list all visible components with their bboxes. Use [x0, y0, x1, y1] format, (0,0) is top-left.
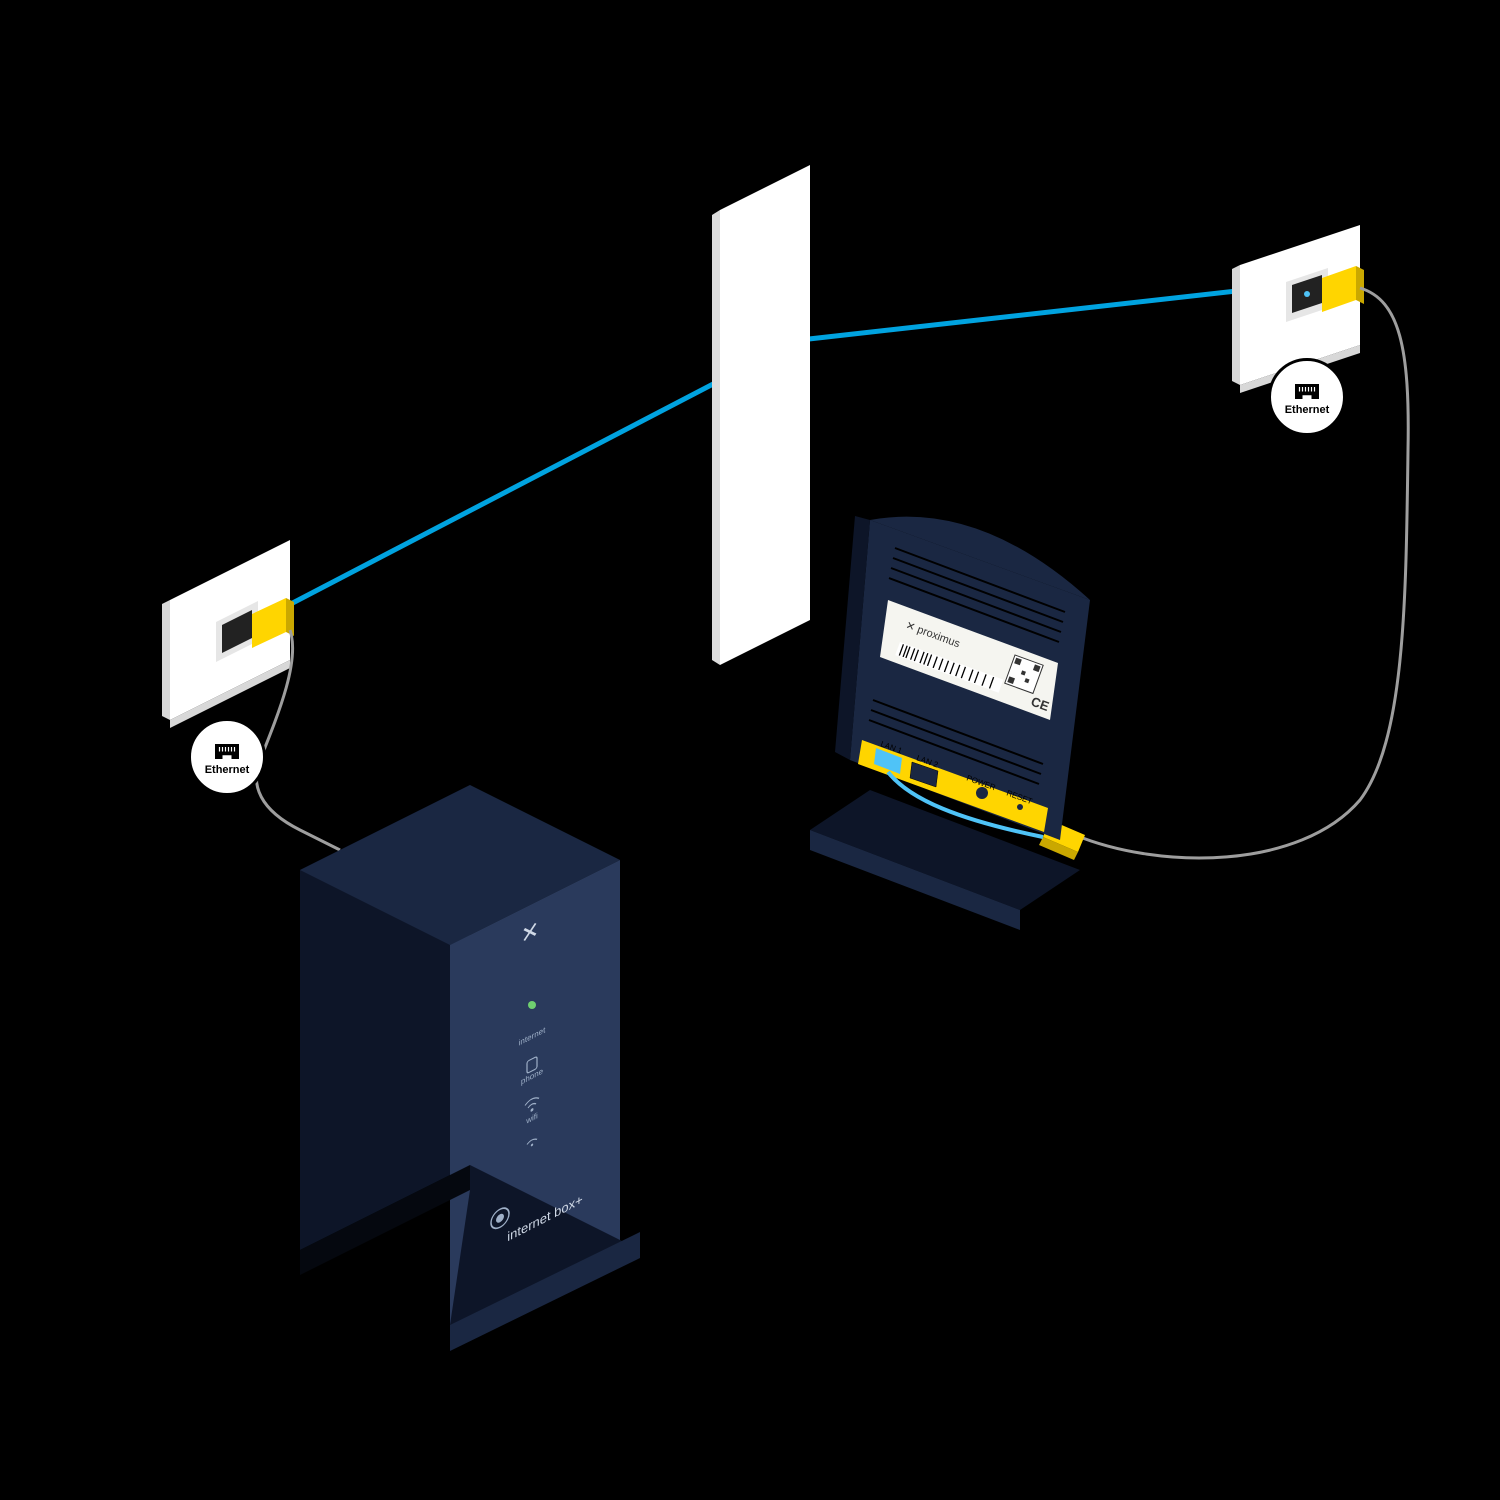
ethernet-badge-label: Ethernet [205, 764, 250, 776]
ethernet-port-icon [212, 738, 242, 762]
ethernet-badge-left: Ethernet [188, 718, 266, 796]
ethernet-badge-label: Ethernet [1285, 404, 1330, 416]
ethernet-badge-right: Ethernet [1268, 358, 1346, 436]
wifi-booster-rear: ✕ proximus CE [810, 516, 1090, 930]
ethernet-port-icon [1292, 378, 1322, 402]
wall-plate-left [162, 540, 294, 728]
wall-segment [712, 165, 810, 665]
router-internet-box: ✕ internet phone wifi internet box+ [290, 785, 640, 1351]
ethernet-cable-right [1039, 288, 1408, 860]
